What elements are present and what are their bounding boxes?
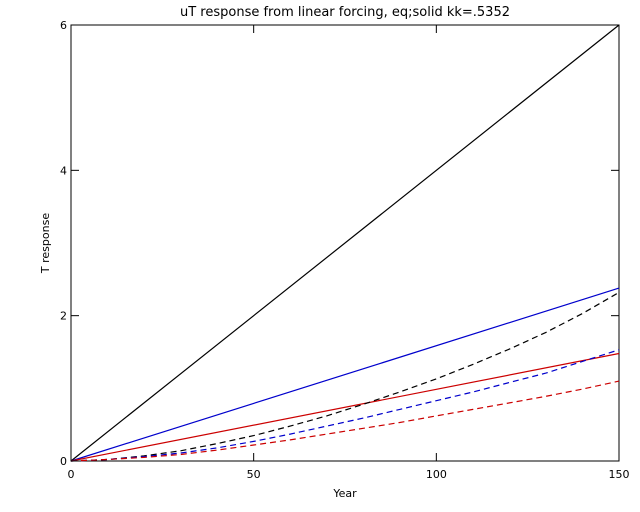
series-line-5: [70, 349, 620, 462]
y-tick-label: 6: [60, 19, 67, 32]
y-tick-label: 0: [60, 455, 67, 468]
x-tick-label: 0: [68, 468, 75, 481]
series-layer: [70, 24, 620, 462]
chart-title: uT response from linear forcing, eq;soli…: [180, 5, 510, 20]
y-tick-label: 2: [60, 310, 67, 323]
series-line-2: [70, 287, 620, 462]
x-tick-label: 100: [426, 468, 447, 481]
series-line-3: [70, 352, 620, 462]
plot-frame: [70, 24, 620, 462]
y-axis-title: T response: [39, 213, 52, 274]
y-axis-ticks: 0 2 4 6: [60, 19, 619, 468]
x-tick-label: 150: [609, 468, 630, 481]
series-line-1: [70, 24, 620, 462]
x-axis-title: Year: [332, 487, 357, 500]
x-tick-label: 50: [247, 468, 261, 481]
y-tick-label: 4: [60, 164, 67, 177]
x-axis-ticks: 0 50 100 150: [68, 25, 630, 481]
series-line-6: [70, 380, 620, 462]
series-line-4: [70, 291, 620, 462]
